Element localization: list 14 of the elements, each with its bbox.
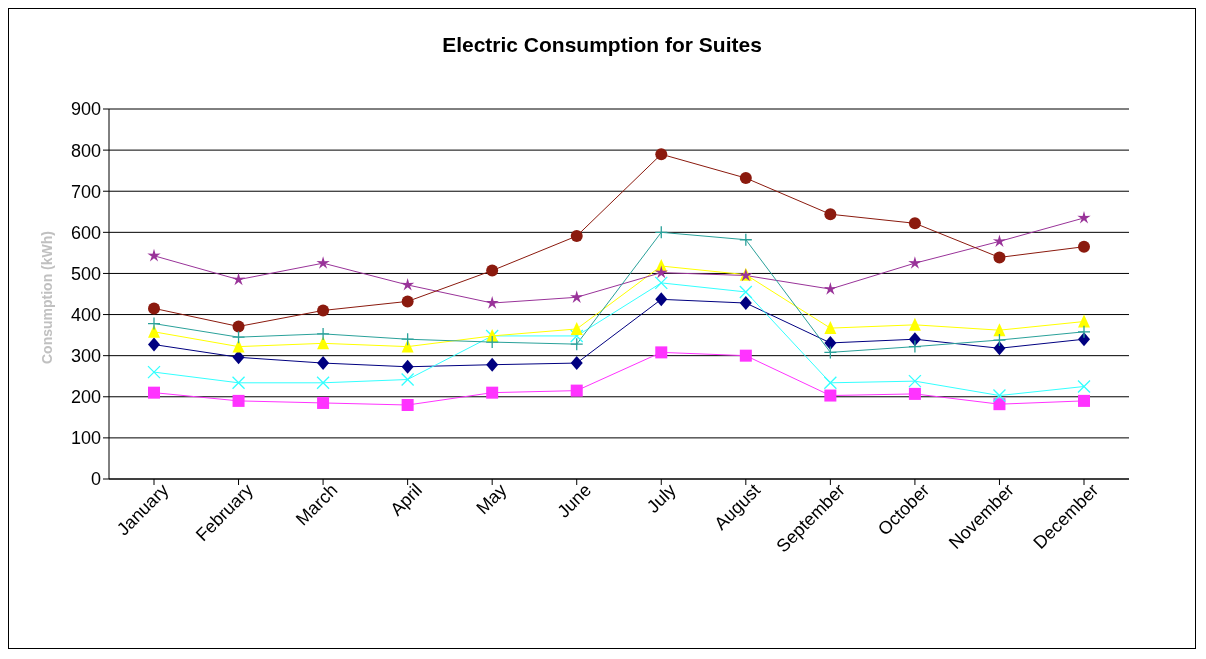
y-tick-label: 100 [70,428,101,449]
y-tick-label: 900 [70,99,101,120]
y-tick-label: 400 [70,304,101,325]
y-tick-label: 200 [70,387,101,408]
y-tick-label: 300 [70,346,101,367]
y-tick-label: 0 [90,469,101,490]
y-tick-label: 500 [70,263,101,284]
x-tick-label: July [642,479,680,517]
y-tick-label: 800 [70,140,101,161]
y-axis-title: Consumption (kWh) [38,231,55,364]
y-tick-label: 700 [70,181,101,202]
chart-title: Electric Consumption for Suites [441,33,763,57]
x-tick-label: May [472,479,511,519]
y-tick-label: 600 [70,222,101,243]
